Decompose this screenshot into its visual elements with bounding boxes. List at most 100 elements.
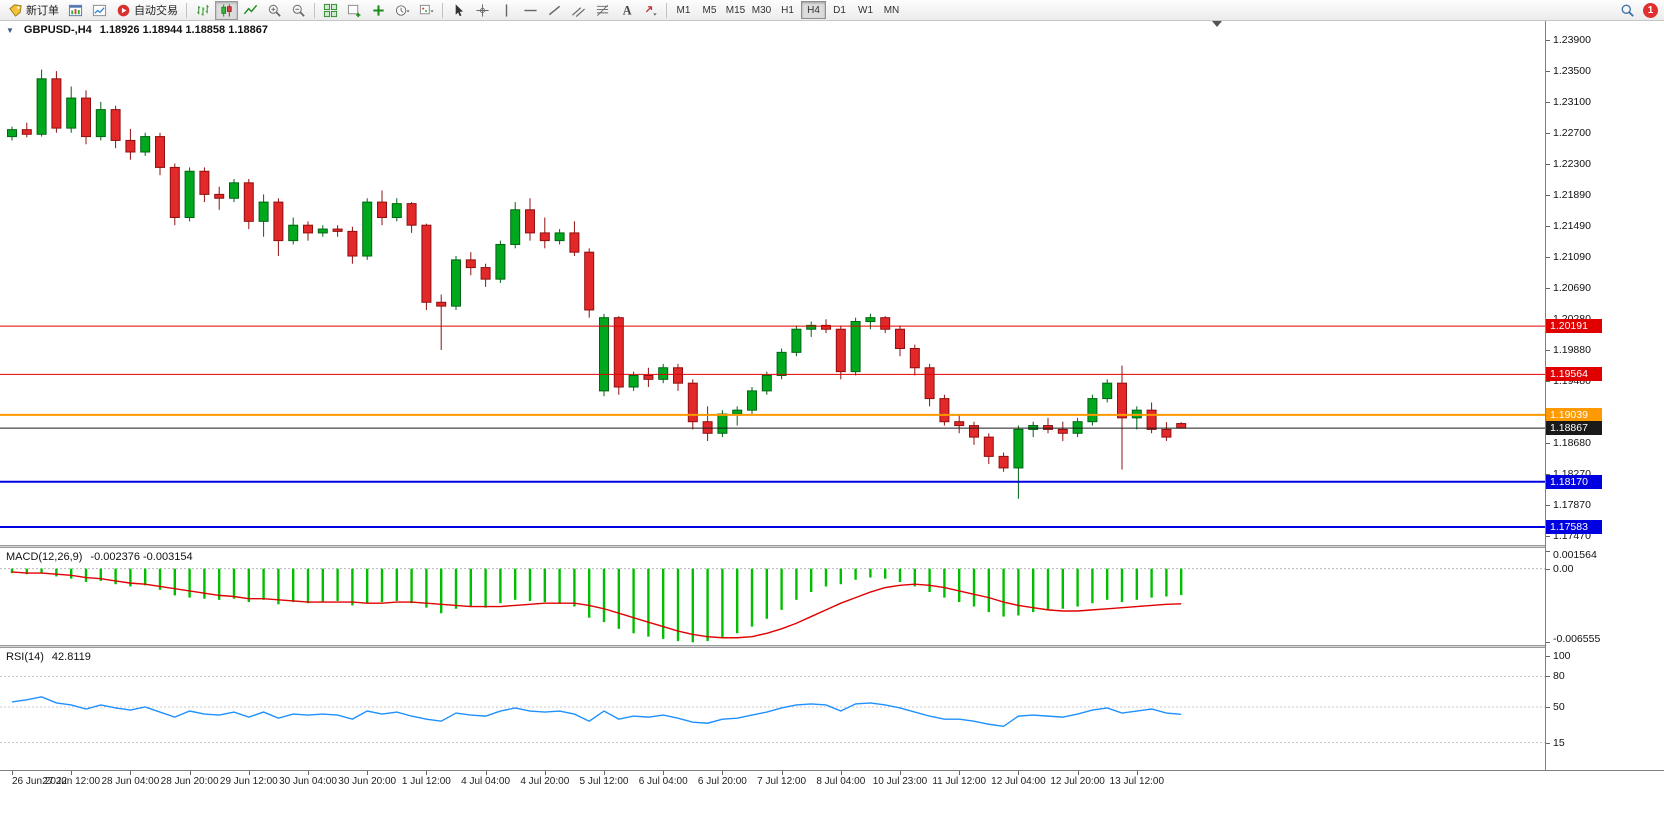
timeframe-mn[interactable]: MN: [879, 1, 904, 19]
arrows-icon: [643, 3, 658, 18]
candle: [569, 232, 580, 253]
channel-button[interactable]: [567, 1, 590, 20]
candle: [613, 317, 624, 388]
candle: [717, 413, 728, 434]
price-axis[interactable]: 1.23900 1.23500 1.23100 1.22700 1.22300 1.218…: [1545, 21, 1664, 832]
arrows-button[interactable]: [639, 1, 662, 20]
toolbar-right-area: 1: [1616, 1, 1660, 20]
candle: [924, 367, 935, 400]
time-tick-mark: [1018, 771, 1020, 775]
zoom-out-button[interactable]: [287, 1, 310, 20]
crosshair-button[interactable]: [471, 1, 494, 20]
candle: [229, 182, 239, 199]
search-button[interactable]: [1616, 1, 1639, 20]
time-tick-mark: [1136, 771, 1138, 775]
pane-separator[interactable]: [0, 545, 1664, 548]
candle: [347, 230, 358, 257]
time-tick-mark: [781, 771, 783, 775]
macd-axis-label: -0.006555: [1553, 633, 1601, 645]
price-line-badge: 1.19564: [1546, 367, 1602, 382]
candle: [687, 382, 698, 423]
candle: [436, 301, 447, 307]
rsi-axis-label: 100: [1553, 650, 1571, 663]
candle: [214, 193, 225, 199]
line-chart-button[interactable]: [239, 1, 262, 20]
cursor-icon: [451, 3, 466, 18]
candle: [983, 436, 994, 457]
candle: [406, 203, 417, 226]
market-watch-button[interactable]: [88, 1, 111, 20]
axis-tick-mark: [1546, 551, 1550, 553]
candle: [184, 170, 195, 219]
auto-trading-button[interactable]: 自动交易: [112, 1, 182, 20]
channel-icon: [571, 3, 586, 18]
rsi-axis-label: 15: [1553, 736, 1565, 749]
toolbar-separator: [314, 2, 315, 18]
pane-separator[interactable]: [0, 645, 1664, 648]
timeframe-h1[interactable]: H1: [775, 1, 800, 19]
timeframe-d1[interactable]: D1: [827, 1, 852, 19]
axis-tick-mark: [1546, 706, 1550, 708]
horizontal-line-button[interactable]: [519, 1, 542, 20]
time-axis-label: 5 Jul 12:00: [579, 776, 629, 787]
price-line-badge: 1.20191: [1546, 319, 1602, 334]
timeframe-w1[interactable]: W1: [853, 1, 878, 19]
candle: [140, 136, 151, 153]
fibonacci-button[interactable]: [591, 1, 614, 20]
price-tick: 1.23900: [1553, 34, 1591, 47]
price-tick: 1.21090: [1553, 250, 1591, 263]
vertical-line-button[interactable]: [495, 1, 518, 20]
axis-tick-mark: [1546, 101, 1550, 103]
axis-tick-mark: [1546, 504, 1550, 506]
macd-pane[interactable]: MACD(12,26,9) -0.002376 -0.003154: [0, 548, 1545, 645]
timeframe-h4[interactable]: H4: [801, 1, 826, 19]
candle: [317, 228, 328, 234]
templates-button[interactable]: [415, 1, 438, 20]
notification-badge[interactable]: 1: [1643, 2, 1658, 18]
tile-windows-button[interactable]: [319, 1, 342, 20]
periods-button[interactable]: [391, 1, 414, 20]
axis-tick-mark: [1546, 474, 1550, 476]
candlestick-button[interactable]: [215, 0, 238, 20]
candle: [288, 224, 299, 242]
macd-signal-line: [11, 571, 1182, 639]
time-axis-label: 28 Jun 04:00: [101, 776, 160, 787]
timeframe-m30[interactable]: M30: [749, 1, 774, 19]
price-chart-canvas[interactable]: [0, 21, 1545, 545]
cursor-button[interactable]: [447, 1, 470, 20]
trendline-button[interactable]: [543, 1, 566, 20]
timeframe-m5[interactable]: M5: [697, 1, 722, 19]
candle: [998, 455, 1009, 469]
timeframe-m15[interactable]: M15: [723, 1, 748, 19]
time-axis[interactable]: 26 Jun 2022 27 Jun 12:00 28 Jun 04:00 28 Ju…: [0, 770, 1664, 832]
price-chart-pane[interactable]: ▼ GBPUSD-,H4 1.18926 1.18944 1.18858 1.1…: [0, 21, 1545, 545]
chart-shift-marker[interactable]: [1212, 21, 1222, 27]
candle: [806, 324, 817, 330]
candle: [880, 317, 891, 330]
indicators-button[interactable]: [367, 1, 390, 20]
new-chart-button[interactable]: [343, 1, 366, 20]
rsi-pane[interactable]: RSI(14) 42.8119: [0, 648, 1545, 770]
price-tick: 1.21890: [1553, 189, 1591, 202]
new-order-button[interactable]: 新订单: [4, 1, 63, 20]
price-tick: 1.23100: [1553, 95, 1591, 108]
time-tick-mark: [1077, 771, 1079, 775]
time-tick-mark: [426, 771, 428, 775]
text-label-button[interactable]: A: [615, 1, 638, 20]
time-tick-mark: [189, 771, 191, 775]
candle: [954, 421, 965, 427]
search-icon: [1620, 3, 1635, 18]
timeframe-m1[interactable]: M1: [671, 1, 696, 19]
chart-dropdown-icon[interactable]: ▼: [6, 26, 14, 35]
bar-chart-button[interactable]: [191, 1, 214, 20]
line-chart-icon: [243, 3, 258, 18]
candle: [1072, 421, 1083, 434]
rsi-canvas[interactable]: [0, 648, 1545, 770]
macd-canvas[interactable]: [0, 548, 1545, 645]
axis-tick-mark: [1546, 535, 1550, 537]
toolbar-separator: [186, 2, 187, 18]
charts-window-button[interactable]: [64, 1, 87, 20]
candle: [791, 328, 802, 353]
zoom-in-button[interactable]: [263, 1, 286, 20]
